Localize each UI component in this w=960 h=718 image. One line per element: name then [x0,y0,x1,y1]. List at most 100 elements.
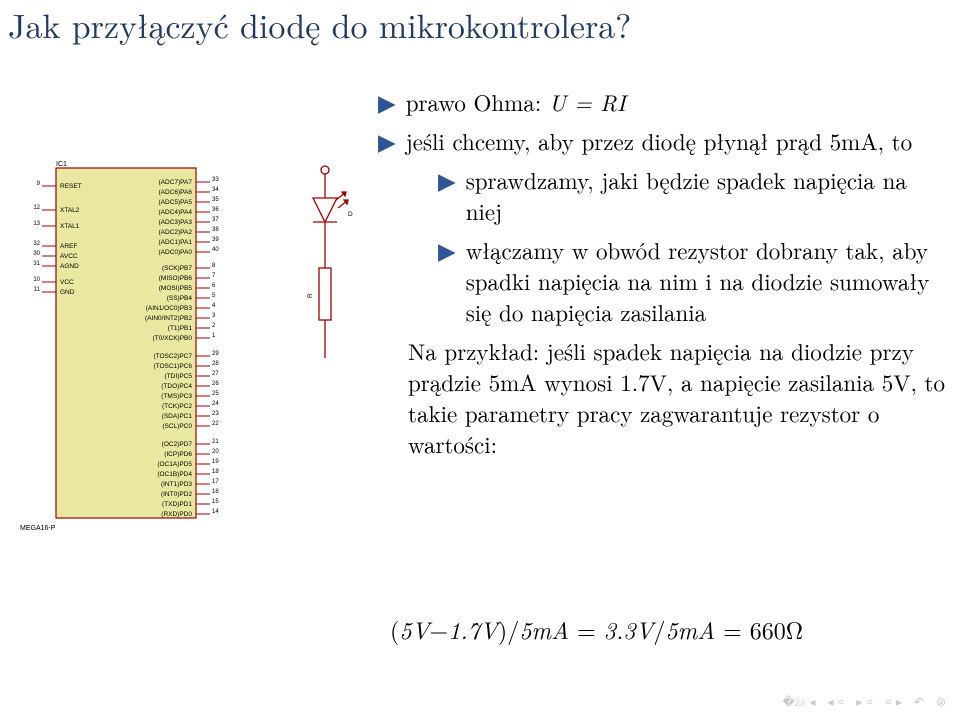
svg-text:13: 13 [33,221,40,227]
svg-text:6: 6 [212,283,216,289]
svg-text:26: 26 [212,381,219,387]
svg-text:GND: GND [60,289,75,296]
svg-text:22: 22 [212,421,219,427]
bullet-icon: ▶ [438,234,456,327]
svg-text:(ICP)PD6: (ICP)PD6 [164,451,192,458]
svg-text:(TMS)PC3: (TMS)PC3 [161,393,192,400]
bullet-icon: ▶ [378,125,396,156]
chip-ref: IC1 [56,161,67,168]
r-label: R [307,293,314,298]
svg-text:27: 27 [212,371,219,377]
svg-text:39: 39 [212,237,219,243]
svg-text:3: 3 [212,313,216,319]
ohm-pre: prawo Ohma: [406,85,549,118]
svg-text:14: 14 [212,509,219,515]
svg-text:8: 8 [212,263,216,269]
svg-text:4: 4 [212,303,216,309]
svg-text:15: 15 [212,499,219,505]
svg-text:(INT0)PD2: (INT0)PD2 [161,491,192,498]
led-label: D [348,211,353,218]
svg-text:16: 16 [212,489,219,495]
svg-text:12: 12 [33,205,40,211]
svg-text:(ADC6)PA6: (ADC6)PA6 [159,189,193,196]
svg-text:(ADC5)PA5: (ADC5)PA5 [159,199,193,206]
svg-text:10: 10 [33,277,40,283]
nav-last-icon[interactable]: ≡ ▸ [885,693,902,710]
svg-text:AREF: AREF [60,243,77,250]
svg-text:40: 40 [212,247,219,253]
vcc-node [321,166,329,174]
slide-title: Jak przyłączyć diodę do mikrokontrolera? [8,0,631,48]
svg-text:(ADC3)PA3: (ADC3)PA3 [159,219,193,226]
chip-part: MEGA16-P [20,525,56,532]
svg-text:(AIN1/OC0)PB3: (AIN1/OC0)PB3 [146,305,193,312]
bullet-ohm: ▶ prawo Ohma: U = RI [378,86,948,117]
nav-next-icon[interactable]: ▸ ≡ [856,693,873,710]
svg-text:34: 34 [212,187,219,193]
svg-text:(TOSC1)PC6: (TOSC1)PC6 [153,363,192,370]
bullet-icon: ▶ [378,86,396,117]
svg-text:38: 38 [212,227,219,233]
b2-text: jeśli chcemy, aby przez diodę płynął prą… [406,125,912,156]
bullet-check: ▶ sprawdzamy, jaki będzie spadek napięci… [438,164,948,226]
svg-text:XTAL2: XTAL2 [60,207,80,214]
svg-text:(TDO)PC4: (TDO)PC4 [161,383,192,390]
svg-text:(ADC1)PA1: (ADC1)PA1 [159,239,193,246]
svg-text:(TXD)PD1: (TXD)PD1 [162,501,192,508]
content-block: ▶ prawo Ohma: U = RI ▶ jeśli chcemy, aby… [378,86,948,460]
led-circuit: D R [290,158,360,418]
bullet-want: ▶ jeśli chcemy, aby przez diodę płynął p… [378,125,948,156]
slide: Jak przyłączyć diodę do mikrokontrolera?… [0,0,960,718]
svg-text:32: 32 [33,241,40,247]
nav-bar: �źź ◂ ◂ ≡ ▸ ≡ ≡ ▸ ↶ ⊚ [783,693,947,710]
svg-text:(SCL)PC0: (SCL)PC0 [162,423,192,430]
svg-text:VCC: VCC [60,279,74,286]
svg-text:(ADC2)PA2: (ADC2)PA2 [159,229,193,236]
nav-search-icon[interactable]: ⊚ [936,693,946,710]
svg-text:(OC1A)PD5: (OC1A)PD5 [157,461,192,468]
led-symbol [313,192,348,222]
svg-text:35: 35 [212,197,219,203]
svg-text:7: 7 [212,273,216,279]
svg-text:XTAL1: XTAL1 [60,223,80,230]
svg-text:20: 20 [212,449,219,455]
svg-text:28: 28 [212,361,219,367]
svg-text:(ADC4)PA4: (ADC4)PA4 [159,209,193,216]
nav-back-icon[interactable]: ↶ [914,693,924,710]
svg-text:24: 24 [212,401,219,407]
svg-text:AVCC: AVCC [60,253,78,260]
svg-text:33: 33 [212,177,219,183]
svg-text:25: 25 [212,391,219,397]
svg-text:23: 23 [212,411,219,417]
bullet-icon: ▶ [438,164,456,226]
svg-text:(OC2)PD7: (OC2)PD7 [162,441,193,448]
svg-text:(SDA)PC1: (SDA)PC1 [162,413,193,420]
b2a-text: sprawdzamy, jaki będzie spadek napięcia … [466,164,948,226]
svg-text:19: 19 [212,459,219,465]
svg-text:(AIN0/INT2)PB2: (AIN0/INT2)PB2 [145,315,192,322]
svg-text:5: 5 [212,293,216,299]
svg-text:(TDI)PC5: (TDI)PC5 [165,373,193,380]
resistor-symbol [319,268,331,320]
svg-text:1: 1 [212,333,216,339]
svg-text:11: 11 [34,287,41,293]
equation: (5V−1.7V)/5mA = 3.3V/5mA = 660Ω [390,612,803,646]
svg-text:29: 29 [212,351,219,357]
svg-text:17: 17 [212,479,219,485]
svg-text:21: 21 [212,439,219,445]
svg-text:36: 36 [212,207,219,213]
svg-text:(SS)PB4: (SS)PB4 [167,295,193,302]
svg-text:(ADC7)PA7: (ADC7)PA7 [159,179,193,186]
svg-text:31: 31 [33,261,40,267]
svg-text:(TCK)PC2: (TCK)PC2 [162,403,192,410]
nav-first-icon[interactable]: �źź ◂ [783,693,816,710]
svg-text:(T1)PB1: (T1)PB1 [168,325,193,332]
example-para: Na przykład: jeśli spadek napięcia na di… [408,335,948,459]
bullet-resistor: ▶ włączamy w obwód rezystor dobrany tak,… [438,234,948,327]
nav-prev-icon[interactable]: ◂ ≡ [827,693,844,710]
svg-text:AGND: AGND [60,263,79,270]
svg-text:18: 18 [212,469,219,475]
svg-text:(TOSC2)PC7: (TOSC2)PC7 [153,353,192,360]
b2b-text: włączamy w obwód rezystor dobrany tak, a… [466,234,948,327]
svg-text:(SCK)PB7: (SCK)PB7 [162,265,192,272]
